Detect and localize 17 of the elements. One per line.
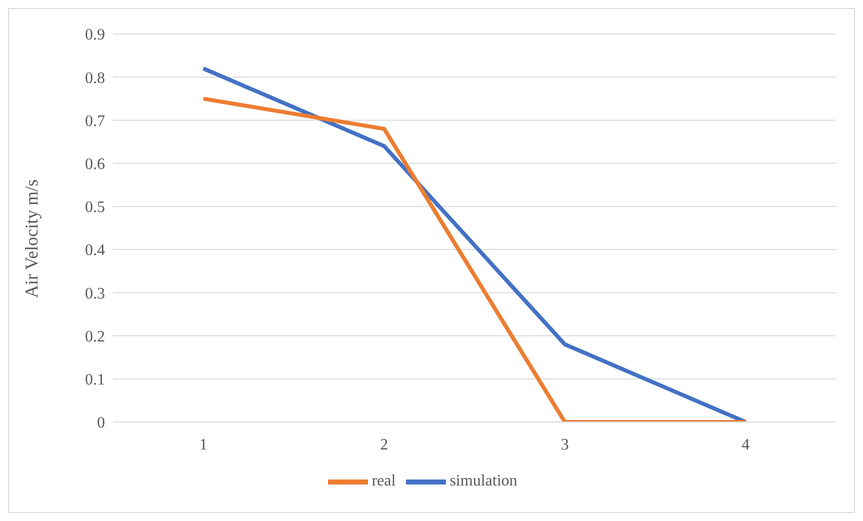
x-tick-label: 3 bbox=[560, 436, 569, 454]
x-tick-label: 4 bbox=[742, 436, 750, 454]
y-tick-label: 0 bbox=[97, 414, 105, 432]
legend-label: simulation bbox=[450, 472, 518, 490]
y-tick-label: 0.2 bbox=[85, 328, 105, 346]
x-tick-label: 1 bbox=[199, 436, 208, 454]
y-tick-label: 0.8 bbox=[85, 70, 105, 87]
y-tick-label: 0.3 bbox=[85, 285, 105, 302]
x-tick-label: 2 bbox=[380, 436, 388, 454]
y-tick-label: 0.7 bbox=[85, 112, 105, 130]
y-tick-label: 0.6 bbox=[85, 156, 105, 174]
legend-label: real bbox=[372, 472, 396, 490]
y-tick-label: 0.4 bbox=[85, 242, 105, 260]
y-tick-label: 0.9 bbox=[85, 26, 105, 44]
y-axis-title: Air Velocity m/s bbox=[21, 179, 42, 298]
y-tick-label: 0.1 bbox=[85, 372, 105, 389]
y-tick-label: 0.5 bbox=[85, 199, 105, 216]
